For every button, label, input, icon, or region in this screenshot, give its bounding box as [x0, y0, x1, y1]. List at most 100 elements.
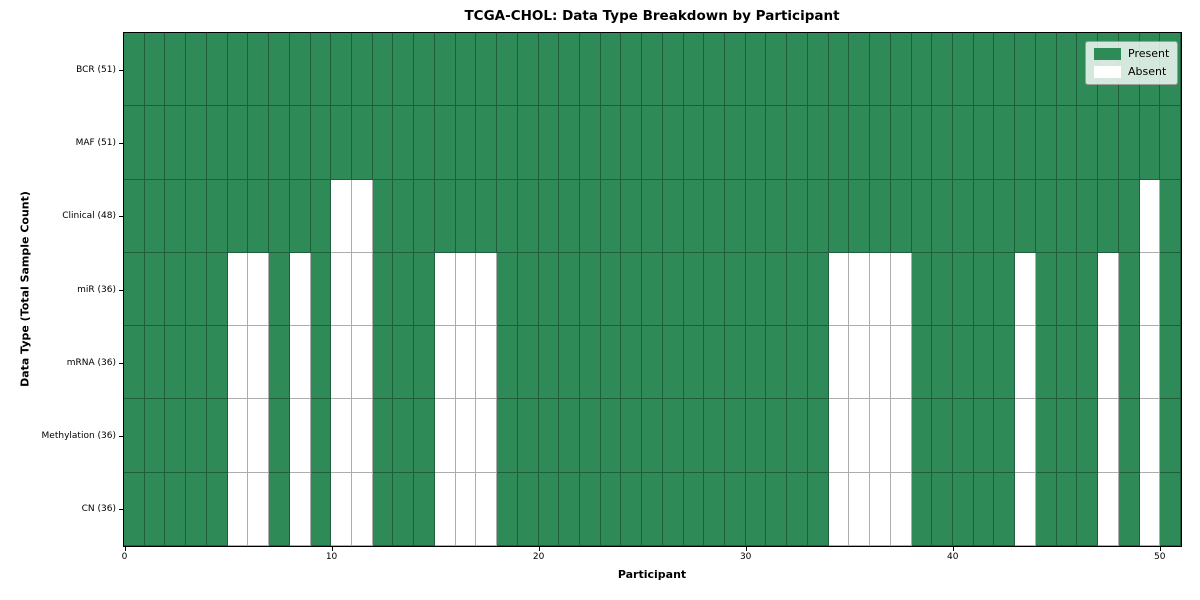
heatmap-cell	[310, 252, 332, 327]
heatmap-cell	[538, 399, 560, 473]
x-axis-tick-label: 40	[947, 552, 959, 562]
legend-label-present: Present	[1128, 47, 1170, 60]
heatmap-cell	[849, 472, 871, 546]
x-axis-tick-label: 30	[739, 552, 752, 562]
heatmap-cell	[559, 106, 580, 180]
heatmap-cell	[911, 326, 933, 400]
heatmap-cell	[497, 33, 518, 107]
x-axis-tick-mark	[1159, 547, 1161, 551]
heatmap-cell	[1139, 472, 1161, 546]
heatmap-cell	[745, 326, 767, 400]
heatmap-cell	[1015, 252, 1036, 327]
heatmap-cell	[331, 252, 352, 327]
legend-item-present: Present	[1094, 48, 1169, 60]
heatmap-cell	[227, 106, 249, 180]
heatmap-cell	[310, 399, 332, 473]
heatmap-cell	[973, 106, 995, 180]
heatmap-cell	[455, 252, 477, 327]
y-axis-label: Data Type (Total Sample Count)	[18, 191, 32, 387]
heatmap-cell	[1015, 472, 1036, 546]
heatmap-cell	[538, 179, 560, 253]
heatmap-cell	[973, 179, 995, 253]
plot-area	[123, 32, 1182, 547]
heatmap-cell	[393, 179, 415, 253]
heatmap-cell	[1160, 326, 1181, 400]
heatmap-cell	[434, 472, 456, 546]
heatmap-cell	[579, 399, 601, 473]
heatmap-cell	[994, 33, 1016, 107]
heatmap-cell	[973, 33, 995, 107]
heatmap-cell	[227, 33, 249, 107]
heatmap-cell	[455, 106, 477, 180]
heatmap-cell	[683, 179, 705, 253]
heatmap-cell	[1118, 399, 1140, 473]
heatmap-cell	[849, 399, 871, 473]
heatmap-cell	[310, 472, 332, 546]
heatmap-cell	[497, 179, 518, 253]
heatmap-cell	[186, 33, 207, 107]
heatmap-cell	[124, 179, 145, 253]
heatmap-cell	[683, 326, 705, 400]
heatmap-cell	[289, 326, 311, 400]
heatmap-cell	[227, 179, 249, 253]
heatmap-cell	[766, 399, 788, 473]
heatmap-cell	[476, 106, 498, 180]
heatmap-cell	[807, 179, 829, 253]
heatmap-cell	[372, 106, 394, 180]
heatmap-cell	[455, 33, 477, 107]
y-axis-tick-mark	[119, 362, 123, 364]
heatmap-cell	[434, 106, 456, 180]
heatmap-cell	[745, 472, 767, 546]
heatmap-cell	[517, 399, 539, 473]
heatmap-cell	[953, 106, 974, 180]
heatmap-cell	[434, 33, 456, 107]
heatmap-cell	[787, 179, 808, 253]
heatmap-cell	[269, 33, 290, 107]
heatmap-cell	[227, 399, 249, 473]
y-axis-tick-mark	[119, 508, 123, 510]
heatmap-cell	[331, 399, 352, 473]
heatmap-cell	[165, 252, 187, 327]
heatmap-cell	[683, 252, 705, 327]
heatmap-cell	[289, 179, 311, 253]
heatmap-cell	[206, 252, 228, 327]
heatmap-cell	[476, 33, 498, 107]
heatmap-cell	[704, 33, 726, 107]
heatmap-cell	[414, 472, 435, 546]
heatmap-cell	[1015, 106, 1036, 180]
heatmap-cell	[932, 252, 954, 327]
heatmap-cell	[725, 399, 746, 473]
x-axis-label: Participant	[617, 568, 687, 581]
heatmap-cell	[1098, 472, 1119, 546]
heatmap-cell	[704, 399, 726, 473]
heatmap-cell	[1015, 326, 1036, 400]
heatmap-cell	[642, 326, 663, 400]
heatmap-cell	[455, 399, 477, 473]
heatmap-cell	[642, 106, 663, 180]
heatmap-cell	[994, 326, 1016, 400]
heatmap-cell	[559, 399, 580, 473]
heatmap-cell	[725, 179, 746, 253]
heatmap-cell	[1098, 106, 1119, 180]
heatmap-cell	[186, 399, 207, 473]
heatmap-cell	[662, 106, 684, 180]
heatmap-cell	[414, 179, 435, 253]
heatmap-cell	[704, 472, 726, 546]
heatmap-cell	[911, 252, 933, 327]
heatmap-cell	[683, 106, 705, 180]
heatmap-cell	[953, 33, 974, 107]
heatmap-cell	[1139, 326, 1161, 400]
heatmap-cell	[579, 33, 601, 107]
heatmap-cell	[206, 179, 228, 253]
heatmap-cell	[849, 179, 871, 253]
heatmap-cell	[745, 252, 767, 327]
heatmap-cell	[517, 252, 539, 327]
x-axis-tick-mark	[331, 547, 333, 551]
heatmap-cell	[186, 326, 207, 400]
heatmap-cell	[807, 472, 829, 546]
legend-item-absent: Absent	[1094, 66, 1169, 78]
heatmap-cell	[787, 326, 808, 400]
heatmap-cell	[642, 472, 663, 546]
heatmap-cell	[828, 326, 850, 400]
heatmap-cell	[994, 472, 1016, 546]
